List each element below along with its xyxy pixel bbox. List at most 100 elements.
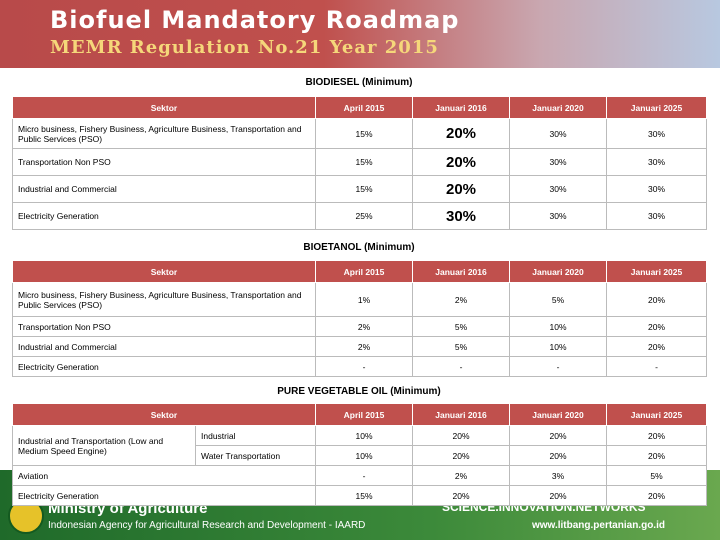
cell: 5% [412,316,510,337]
row: Industrial and Transportation (Low and M… [12,425,707,466]
cell: 25% [315,202,413,230]
cell: Industrial and Transportation (Low and M… [12,425,196,466]
cell: 10% [315,425,413,446]
cell: 10% [509,316,607,337]
cell: Micro business, Fishery Business, Agricu… [12,118,316,149]
cell: Transportation Non PSO [12,316,316,337]
row: Transportation Non PSO 2% 5% 10% 20% [12,316,707,337]
header: Biofuel Mandatory Roadmap MEMR Regulatio… [0,0,720,68]
column-header: Sektor [12,96,316,119]
cell: Electricity Generation [12,485,316,506]
cell: 20% [412,148,510,176]
cell: 2% [315,316,413,337]
cell: 2% [412,282,510,317]
table: Sektor April 2015 Januari 2016 Januari 2020… [12,403,707,506]
cell: Micro business, Fishery Business, Agricu… [12,282,316,317]
row: Water Transportation 10% 20% 20% 20% [13,445,707,466]
cell: 1% [315,282,413,317]
cell: 20% [606,282,707,317]
cell: 5% [606,465,707,486]
row: Industrial and Commercial 15% 20% 30% 30% [12,175,707,203]
cell: 30% [412,202,510,230]
cell: Aviation [12,465,316,486]
cell: 20% [412,425,510,446]
cell: - [315,356,413,377]
cell: 30% [509,175,607,203]
cell: 30% [509,148,607,176]
cell: - [315,465,413,486]
cell: 2% [412,465,510,486]
table-title: BIODIESEL (Minimum) [305,77,413,88]
cell: 30% [606,118,707,149]
cell: 5% [509,282,607,317]
cell: 20% [606,445,707,466]
cell: 30% [509,202,607,230]
row: Micro business, Fishery Business, Agricu… [12,282,707,317]
cell: 30% [606,175,707,203]
cell: 2% [315,336,413,357]
column-header: Januari 2016 [412,96,510,119]
cell: 15% [315,118,413,149]
row: Electricity Generation 25% 30% 30% 30% [12,202,707,230]
row: Electricity Generation 15% 20% 20% 20% [12,485,707,506]
cell: Industrial [195,425,316,446]
column-header: Januari 2016 [412,260,510,283]
cell: Water Transportation [195,445,316,466]
title: Biofuel Mandatory Roadmap [50,6,460,34]
cell: - [606,356,707,377]
cell: Industrial and Commercial [12,175,316,203]
cell: Transportation Non PSO [12,148,316,176]
cell: 5% [412,336,510,357]
url: www.litbang.pertanian.go.id [532,520,665,531]
cell: 20% [509,425,607,446]
column-header: April 2015 [315,96,413,119]
row: Transportation Non PSO 15% 20% 30% 30% [12,148,707,176]
cell: - [412,356,510,377]
column-header: Januari 2025 [606,403,707,426]
column-header: Sektor [12,403,316,426]
agency: Indonesian Agency for Agricultural Resea… [48,520,366,531]
cell: 30% [509,118,607,149]
table-title: PURE VEGETABLE OIL (Minimum) [277,386,441,397]
cell: 20% [412,118,510,149]
cell: 30% [606,148,707,176]
cell: 3% [509,465,607,486]
cell: 10% [509,336,607,357]
column-header: April 2015 [315,403,413,426]
cell: Electricity Generation [12,356,316,377]
column-header: April 2015 [315,260,413,283]
cell: Electricity Generation [12,202,316,230]
cell: 20% [606,425,707,446]
table: Sektor April 2015 Januari 2016 Januari 2020… [12,260,707,377]
column-header: Januari 2020 [509,96,607,119]
cell: 20% [606,316,707,337]
subtitle: MEMR Regulation No.21 Year 2015 [50,37,439,58]
cell: 20% [509,485,607,506]
cell: 20% [509,445,607,466]
cell: - [509,356,607,377]
cell: 30% [606,202,707,230]
cell: 20% [412,445,510,466]
cell: 20% [606,485,707,506]
row: Aviation -2% 3% 5% [12,465,707,486]
cell: Industrial and Commercial [12,336,316,357]
cell: 15% [315,148,413,176]
column-header: Sektor [12,260,316,283]
row: Micro business, Fishery Business, Agricu… [12,118,707,149]
cell: 20% [606,336,707,357]
column-header: Januari 2016 [412,403,510,426]
cell: 20% [412,175,510,203]
header-row: Sektor April 2015 Januari 2016 Januari 2020… [12,403,707,426]
cell: 20% [412,485,510,506]
row: Industrial and Commercial 2% 5% 10% 20% [12,336,707,357]
cell: 15% [315,485,413,506]
cell: 15% [315,175,413,203]
row: Electricity Generation - - - - [12,356,707,377]
column-header: Januari 2020 [509,260,607,283]
header-row: Sektor April 2015 Januari 2016 Januari 2020… [12,260,707,283]
column-header: Januari 2020 [509,403,607,426]
table: Sektor April 2015 Januari 2016 Januari 2020… [12,96,707,230]
column-header: Januari 2025 [606,260,707,283]
column-header: Januari 2025 [606,96,707,119]
